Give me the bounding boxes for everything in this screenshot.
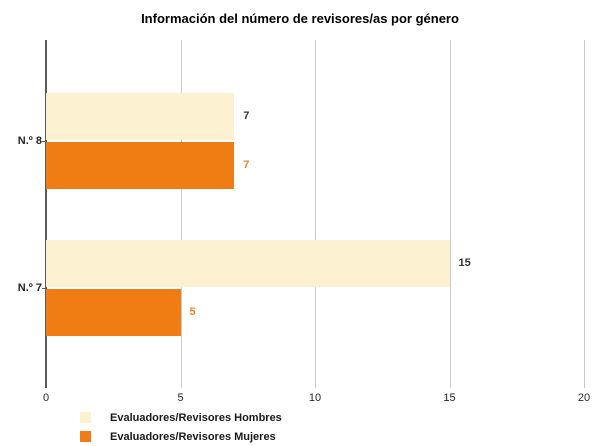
y-category-label: N.º 8 [17, 135, 42, 147]
y-axis-tick [42, 288, 46, 289]
legend: Evaluadores/Revisores Hombres Evaluadore… [80, 408, 282, 446]
bar-value-label: 7 [243, 159, 250, 171]
gridline [315, 40, 316, 388]
bar-hombres [46, 93, 235, 140]
bar-mujeres [46, 289, 181, 336]
bar-mujeres [46, 142, 235, 189]
gridline [584, 40, 585, 388]
bar-value-label: 15 [458, 257, 471, 269]
legend-swatch-hombres [80, 412, 91, 423]
legend-item-hombres: Evaluadores/Revisores Hombres [80, 408, 282, 427]
x-tick-label: 0 [42, 392, 50, 404]
gridline [449, 40, 451, 388]
y-axis-line [44, 40, 47, 388]
chart-title: Información del número de revisores/as p… [141, 11, 459, 26]
gridline [180, 40, 182, 388]
y-category-label: N.º 7 [17, 282, 42, 294]
x-tick-label: 15 [443, 392, 456, 404]
x-tick-label: 20 [577, 392, 591, 404]
legend-item-mujeres: Evaluadores/Revisores Mujeres [80, 427, 282, 446]
x-tick-label: 10 [308, 392, 322, 404]
legend-label-mujeres: Evaluadores/Revisores Mujeres [110, 430, 276, 443]
legend-swatch-mujeres [80, 431, 91, 442]
bar-hombres [46, 240, 450, 287]
bar-value-label: 7 [243, 110, 250, 122]
y-axis-tick [42, 141, 46, 142]
legend-label-hombres: Evaluadores/Revisores Hombres [110, 411, 282, 424]
bar-value-label: 5 [189, 306, 196, 318]
x-tick-label: 5 [177, 392, 184, 404]
